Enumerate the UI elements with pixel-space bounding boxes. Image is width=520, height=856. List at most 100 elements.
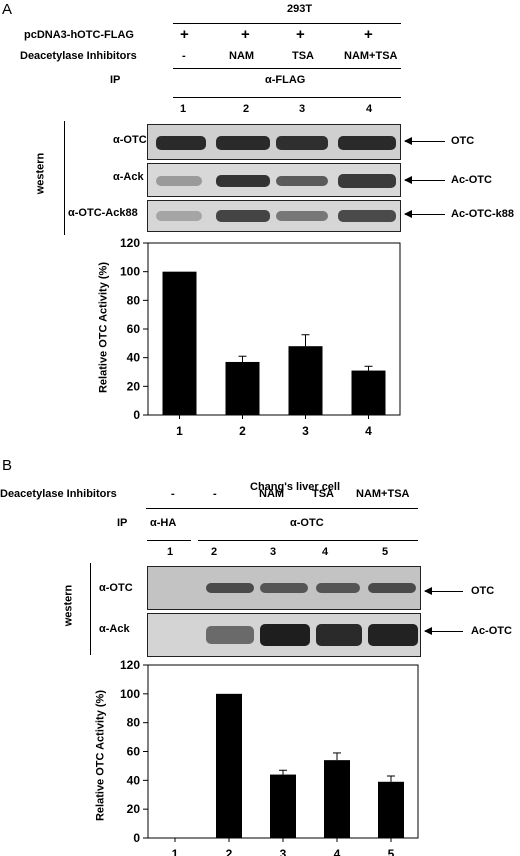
blot-band xyxy=(276,136,328,150)
panel-b-inhibitor-4: TSA xyxy=(312,488,334,500)
panel-b-inhibitor-rule xyxy=(146,508,418,509)
panel-a-blot-ack88 xyxy=(147,200,401,232)
panel-a-inhibitor-1: - xyxy=(182,50,186,62)
blot-band xyxy=(368,583,416,593)
chart-b-bar xyxy=(216,693,242,838)
panel-a-ip-rule xyxy=(173,97,401,98)
panel-a-blot-2-target: Ac-OTC xyxy=(451,174,492,186)
panel-a-inhibitor-label: Deacetylase Inhibitors xyxy=(20,50,137,62)
panel-b-western-label: western xyxy=(62,584,75,627)
panel-b-ip-rule-2 xyxy=(198,540,418,541)
panel-b-letter: B xyxy=(2,457,13,474)
panel-b-blot-2-antibody: α-Ack xyxy=(99,623,130,635)
panel-b-arrow-otc xyxy=(424,587,463,595)
chart-b-x-tick-label: 1 xyxy=(172,847,179,856)
panel-a-blot-3-target: Ac-OTC-k88 xyxy=(451,208,514,220)
panel-b-lane-3: 3 xyxy=(270,546,277,558)
panel-a-inhibitor-2: NAM xyxy=(229,50,255,62)
chart-a-bar xyxy=(351,370,386,415)
panel-a-construct-mark-1: + xyxy=(180,26,189,43)
panel-a-blot-1-antibody: α-OTC xyxy=(113,134,147,146)
panel-b-blot-1-antibody: α-OTC xyxy=(99,582,133,594)
chart-a-bar xyxy=(288,346,323,415)
chart-a-y-tick-label: 60 xyxy=(127,322,141,336)
panel-b-ip-antibody-2: α-OTC xyxy=(290,517,324,529)
panel-a-arrow-ac-otc xyxy=(404,176,445,184)
chart-a-x-tick-label: 2 xyxy=(239,424,246,436)
chart-b-y-tick-label: 20 xyxy=(127,802,141,816)
chart-b-x-tick-label: 5 xyxy=(388,847,395,856)
chart-b-y-tick-label: 120 xyxy=(120,660,140,672)
panel-b-ip-rule-1 xyxy=(147,540,191,541)
panel-b-blot-ack xyxy=(147,613,421,657)
panel-b-inhibitor-5: NAM+TSA xyxy=(356,488,410,500)
panel-a-western-bracket xyxy=(64,121,65,235)
panel-a-construct-label: pcDNA3-hOTC-FLAG xyxy=(24,29,134,41)
blot-band xyxy=(206,583,254,593)
blot-band xyxy=(216,175,270,187)
panel-a-arrow-ac-otc-k88 xyxy=(404,210,445,218)
panel-a-blot-3-antibody: α-OTC-Ack88 xyxy=(68,207,138,219)
panel-b-blot-2-target: Ac-OTC xyxy=(471,625,512,637)
blot-band xyxy=(338,174,396,188)
chart-a-y-tick-label: 100 xyxy=(120,265,140,279)
panel-a-cell-line: 293T xyxy=(287,3,313,15)
blot-band xyxy=(206,626,254,644)
panel-b-ip-antibody-1: α-HA xyxy=(150,517,177,529)
chart-a: 0 20 40 60 80 100 120 1 2 3 4 xyxy=(120,236,401,436)
chart-a-bar xyxy=(225,361,260,415)
panel-a-blot-2-antibody: α-Ack xyxy=(113,171,144,183)
panel-b-ip-label: IP xyxy=(117,517,128,529)
blot-band xyxy=(316,624,362,646)
panel-a-blot-otc xyxy=(147,124,401,160)
panel-b-inhibitor-1: - xyxy=(171,488,175,500)
blot-band xyxy=(260,583,308,593)
chart-b-x-tick-label: 2 xyxy=(226,847,233,856)
chart-a-x-tick-label: 1 xyxy=(176,424,183,436)
chart-b-y-tick-label: 40 xyxy=(127,773,141,787)
chart-b-y-tick-label: 100 xyxy=(120,687,140,701)
blot-band xyxy=(156,211,202,221)
blot-band xyxy=(316,583,360,593)
panel-a-western-label: western xyxy=(34,152,47,195)
panel-b-lane-1: 1 xyxy=(167,546,174,558)
panel-a-lane-2: 2 xyxy=(243,103,250,115)
panel-a-arrow-otc xyxy=(404,137,445,145)
chart-a-y-tick-label: 40 xyxy=(127,351,141,365)
chart-a-y-tick-label: 120 xyxy=(120,236,140,250)
panel-b-inhibitor-label: Deacetylase Inhibitors xyxy=(0,488,117,500)
panel-b-lane-5: 5 xyxy=(382,546,389,558)
panel-a-construct-mark-4: + xyxy=(364,26,373,43)
blot-band xyxy=(216,136,270,150)
panel-b-inhibitor-3: NAM xyxy=(259,488,285,500)
chart-b-y-tick-label: 80 xyxy=(127,716,141,730)
panel-b-cell-line: Chang's liver cell xyxy=(250,481,341,493)
chart-a-y-tick-label: 80 xyxy=(127,293,141,307)
blot-band xyxy=(260,624,310,646)
blot-band xyxy=(276,176,328,186)
chart-a-y-tick-label: 0 xyxy=(133,408,140,422)
chart-b-x-tick-label: 3 xyxy=(280,847,287,856)
panel-a-blot-ack xyxy=(147,163,401,197)
chart-b-x-tick-label: 4 xyxy=(334,847,341,856)
panel-b-western-bracket xyxy=(90,563,91,655)
panel-a-inhibitor-rule xyxy=(173,68,401,69)
chart-b-y-tick-label: 0 xyxy=(133,831,140,845)
panel-a-letter: A xyxy=(2,1,13,18)
chart-a-y-tick-label: 20 xyxy=(127,379,141,393)
chart-b-bar xyxy=(270,774,296,838)
blot-band xyxy=(368,624,418,646)
chart-a-bar xyxy=(162,271,197,415)
chart-a-x-tick-label: 4 xyxy=(365,424,372,436)
panel-a-inhibitor-4: NAM+TSA xyxy=(344,50,398,62)
chart-b-y-tick-label: 60 xyxy=(127,745,141,759)
panel-b-blot-otc xyxy=(147,566,421,610)
panel-b-blot-1-target: OTC xyxy=(471,585,495,597)
panel-a-top-rule xyxy=(173,23,401,24)
chart-b: 0 20 40 60 80 100 120 1 2 3 4 5 xyxy=(120,660,419,856)
blot-band xyxy=(338,210,396,222)
panel-b-lane-4: 4 xyxy=(322,546,329,558)
blot-band xyxy=(156,136,206,150)
panel-b-arrow-ac-otc xyxy=(424,627,463,635)
panel-a-ip-antibody: α-FLAG xyxy=(265,74,306,86)
